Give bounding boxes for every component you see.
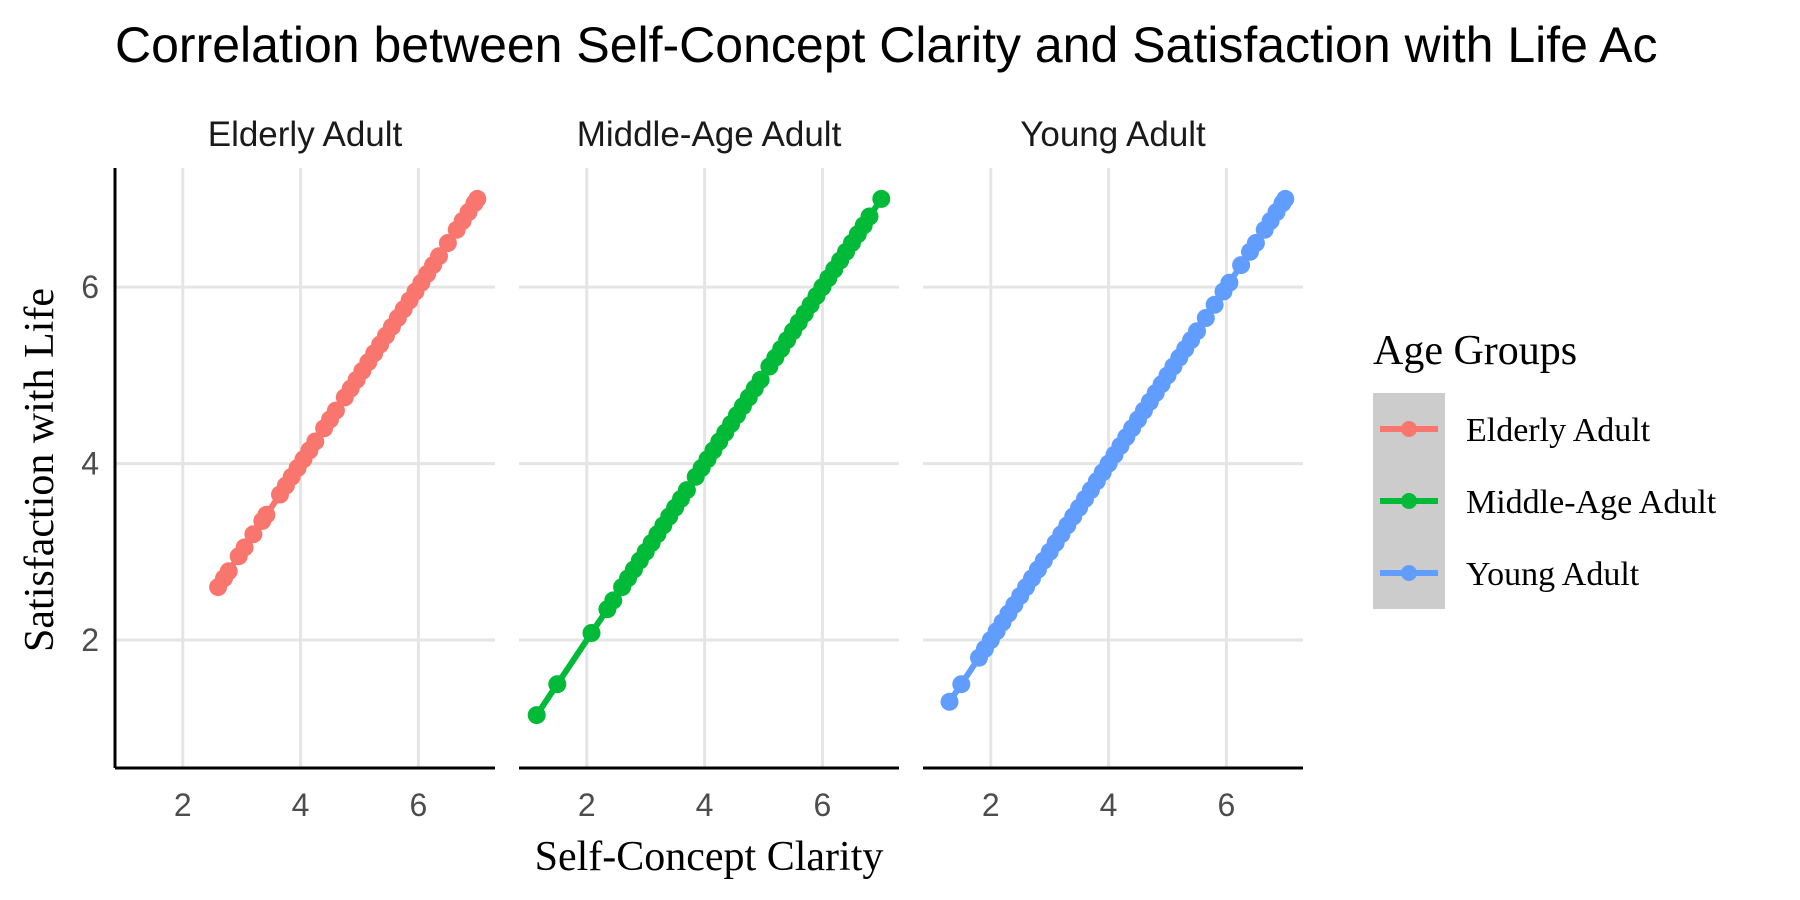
x-tick-label: 4 (292, 787, 310, 823)
data-point-elderly-adult (438, 234, 457, 252)
data-point-elderly-adult (257, 505, 276, 524)
data-point-middle-age-adult (872, 189, 891, 208)
data-point-young-adult (1232, 256, 1251, 275)
legend-item-middle-age-adult: Middle-Age Adult (1380, 484, 1717, 521)
y-axis-title: Satisfaction with Life (17, 288, 63, 652)
data-point-young-adult (1276, 189, 1295, 208)
data-point-young-adult (940, 692, 959, 711)
legend-label: Young Adult (1466, 556, 1640, 593)
facet-label-elderly-adult: Elderly Adult (208, 115, 403, 154)
data-point-young-adult (1246, 234, 1265, 252)
x-tick-label: 2 (174, 787, 192, 823)
y-tick-label: 4 (81, 446, 99, 482)
data-point-middle-age-adult (527, 706, 546, 725)
data-point-middle-age-adult (582, 624, 601, 642)
legend-key-point (1401, 493, 1417, 509)
panel-elderly-adult: Elderly Adult 2 4 6 2 4 6 (81, 115, 495, 823)
data-point-elderly-adult (430, 247, 448, 266)
y-tick-label: 6 (81, 269, 99, 305)
x-tick-label: 6 (1218, 787, 1236, 823)
data-point-elderly-adult (235, 538, 254, 557)
facet-label-middle-age-adult: Middle-Age Adult (577, 115, 842, 154)
legend-key-point (1401, 421, 1417, 437)
x-tick-label: 6 (814, 787, 832, 823)
x-tick-label: 4 (1100, 787, 1118, 823)
data-point-middle-age-adult (751, 370, 770, 389)
data-point-elderly-adult (306, 432, 325, 451)
data-point-young-adult (1220, 273, 1239, 292)
legend-items: Elderly Adult Middle-Age Adult Young Adult (1380, 412, 1717, 593)
legend-label: Middle-Age Adult (1466, 484, 1717, 521)
panel-middle-age-adult: Middle-Age Adult 2 4 6 (519, 115, 899, 823)
x-tick-label: 4 (696, 787, 714, 823)
legend-item-elderly-adult: Elderly Adult (1380, 412, 1651, 449)
data-point-elderly-adult (326, 401, 345, 420)
data-point-young-adult (1205, 295, 1224, 314)
data-point-elderly-adult (219, 562, 238, 581)
data-point-middle-age-adult (548, 675, 567, 694)
data-point-elderly-adult (468, 189, 487, 208)
data-point-young-adult (1196, 309, 1215, 327)
y-tick-label: 2 (81, 622, 99, 658)
legend: Age Groups Elderly Adult Middle-Age Adult… (1373, 328, 1717, 609)
x-tick-label: 2 (982, 787, 1000, 823)
legend-item-young-adult: Young Adult (1380, 556, 1640, 593)
panel-young-adult: Young Adult 2 4 6 (923, 115, 1303, 823)
data-point-middle-age-adult (860, 207, 879, 226)
data-point-young-adult (1188, 322, 1206, 341)
x-tick-label: 2 (578, 787, 596, 823)
legend-title: Age Groups (1373, 328, 1577, 374)
data-point-middle-age-adult (604, 591, 623, 610)
data-point-middle-age-adult (677, 481, 696, 500)
data-point-young-adult (952, 675, 971, 694)
facet-label-young-adult: Young Adult (1020, 115, 1206, 154)
x-tick-label: 6 (410, 787, 428, 823)
legend-key-point (1401, 565, 1417, 581)
chart-title: Correlation between Self-Concept Clarity… (115, 17, 1657, 73)
legend-label: Elderly Adult (1466, 412, 1651, 449)
data-point-elderly-adult (244, 525, 263, 544)
x-axis-title: Self-Concept Clarity (535, 834, 884, 880)
